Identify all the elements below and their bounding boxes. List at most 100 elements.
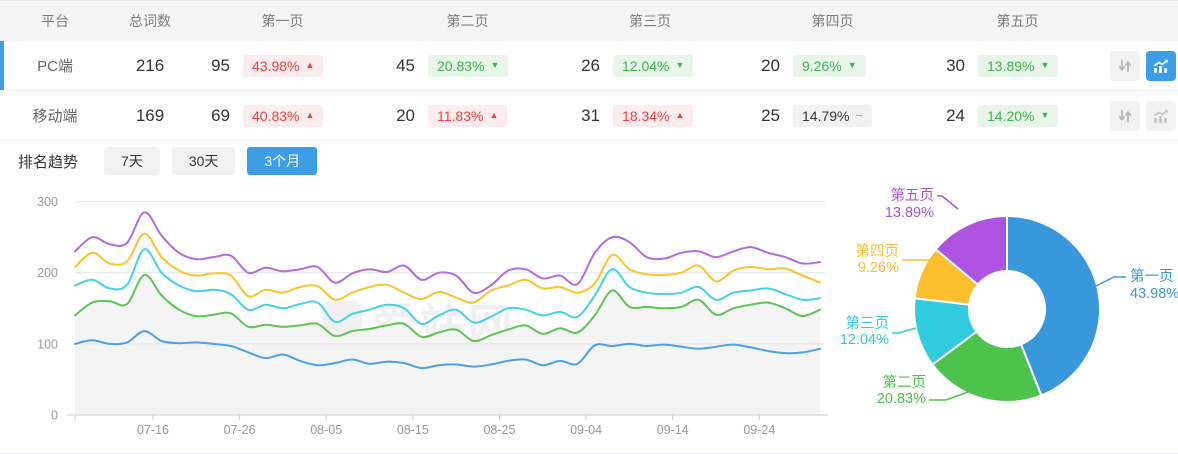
column-header: 总词数 [129,13,171,29]
platform-name: PC端 [37,58,73,75]
trend-down-icon: ▼ [1040,110,1050,120]
table-body: PC端 216 95 43.98% ▲ 45 20.83% ▼ 26 12.04% ▼ 20 9.2… [0,41,1178,141]
pie-slice-第二页[interactable] [931,330,1043,403]
x-tick-label: 09-24 [743,423,775,437]
change-badge: 9.26% ▼ [793,54,866,77]
trend-down-icon: ▼ [847,60,857,70]
tab-3个月[interactable]: 3个月 [247,147,318,175]
change-badge: 12.04% ▼ [613,54,694,77]
trend-area-fill [75,274,820,415]
pie-label-line [902,259,951,274]
pie-label-percent: 20.83% [877,391,926,407]
x-tick-label: 08-25 [483,423,515,437]
sort-up-down-button[interactable] [1110,100,1140,131]
trend-chart-button[interactable] [1146,50,1176,81]
trend-toolbar: 排名趋势 7天 30天 3个月 [0,141,1178,181]
platform-name: 移动端 [32,108,78,125]
page-keyword-count: 24 [946,105,965,125]
pie-label-line [892,327,917,334]
pie-label-line [937,195,959,210]
pie-label-name: 第五页 [891,186,935,204]
trend-up-icon: ▲ [305,60,315,70]
page-stat-cell: 45 20.83% ▼ [375,54,560,77]
page-keyword-count: 20 [396,105,415,125]
trend-up-icon: ▲ [489,110,499,120]
page-stat-cell: 20 11.83% ▲ [375,104,560,127]
page-stat-cell: 25 14.79% − [740,104,925,127]
total-words: 216 [135,55,165,75]
change-badge: 18.34% ▲ [613,104,694,127]
x-tick-label: 07-16 [137,423,169,437]
row-actions [1110,50,1178,81]
row-actions [1110,100,1178,131]
page-keyword-count: 45 [396,55,415,75]
page-keyword-count: 95 [211,55,230,75]
pie-label-name: 第二页 [883,373,927,391]
column-header: 第一页 [261,13,304,29]
pie-label-percent: 43.98% [1130,286,1178,302]
pie-label-line [929,391,969,401]
trend-down-icon: ▼ [675,60,685,70]
page-keyword-count: 31 [581,105,600,125]
page-stat-cell: 30 13.89% ▼ [925,54,1110,77]
pie-slice-第五页[interactable] [934,214,1008,286]
pie-label-name: 第一页 [1130,267,1174,285]
trend-line-第四页 [74,232,821,304]
charts-area: 爱站网 07-16 07-26 08-05 08-15 08-25 09-04 09-14 0… [0,181,1178,453]
trend-up-icon: ▲ [675,110,685,120]
range-tabs: 7天 30天 3个月 [104,147,329,175]
change-badge: 11.83% ▲ [428,104,508,127]
page-stat-cell: 69 40.83% ▲ [190,104,375,127]
trend-down-icon: ▼ [490,60,500,70]
trend-line-第五页 [74,211,821,295]
column-header: 第五页 [996,13,1039,29]
trend-line-第二页 [74,273,821,343]
trend-chart-button[interactable] [1146,100,1176,131]
page-keyword-count: 26 [581,55,600,75]
change-badge: 14.79% − [793,104,873,127]
y-tick-label: 200 [37,266,58,280]
table-row[interactable]: PC端 216 95 43.98% ▲ 45 20.83% ▼ 26 12.04% ▼ 20 9.2… [0,41,1178,91]
y-tick-label: 100 [37,337,58,351]
x-tick-label: 07-26 [224,423,256,437]
column-header: 第四页 [811,13,854,29]
tab-30天[interactable]: 30天 [171,147,236,175]
trend-flat-icon: − [855,108,864,123]
total-words: 169 [135,105,165,125]
page-keyword-count: 30 [946,55,965,75]
column-header: 第二页 [446,13,489,29]
page-keyword-count: 25 [761,105,780,125]
change-badge: 43.98% ▲ [243,54,324,77]
page-keyword-count: 20 [761,55,780,75]
pie-label-percent: 13.89% [885,205,934,221]
pie-label-line [1089,276,1126,290]
pie-label-name: 第四页 [856,242,900,260]
x-tick-label: 08-15 [397,423,429,437]
trend-title: 排名趋势 [18,153,79,171]
change-badge: 40.83% ▲ [243,104,324,127]
trend-line-第三页 [74,248,821,325]
pie-label-percent: 12.04% [840,332,889,348]
page-stat-cell: 31 18.34% ▲ [560,104,740,127]
table-row[interactable]: 移动端 169 69 40.83% ▲ 20 11.83% ▲ 31 18.34% ▲ 25 14.… [0,91,1178,141]
pie-label-name: 第三页 [846,314,890,332]
y-tick-label: 300 [37,195,58,209]
trend-up-icon: ▲ [305,110,315,120]
x-tick-label: 08-05 [310,423,342,437]
page-stat-cell: 20 9.26% ▼ [740,54,925,77]
change-badge: 14.20% ▼ [978,104,1059,127]
y-tick-label: 0 [51,409,58,423]
column-header: 第三页 [629,13,671,29]
change-badge: 13.89% ▼ [978,54,1059,77]
table-header: 平台 总词数 第一页 第二页 第三页 第四页 第五页 [0,1,1178,41]
column-header: 平台 [41,13,69,29]
sort-up-down-button[interactable] [1110,50,1140,81]
tab-7天[interactable]: 7天 [104,147,160,175]
x-tick-label: 09-04 [570,423,602,437]
change-badge: 20.83% ▼ [428,54,509,77]
page-keyword-count: 69 [211,105,230,125]
pie-slice-第一页[interactable] [1006,214,1101,397]
trend-line-chart: 07-16 07-26 08-05 08-15 08-25 09-04 09-14 09-24… [37,195,828,437]
